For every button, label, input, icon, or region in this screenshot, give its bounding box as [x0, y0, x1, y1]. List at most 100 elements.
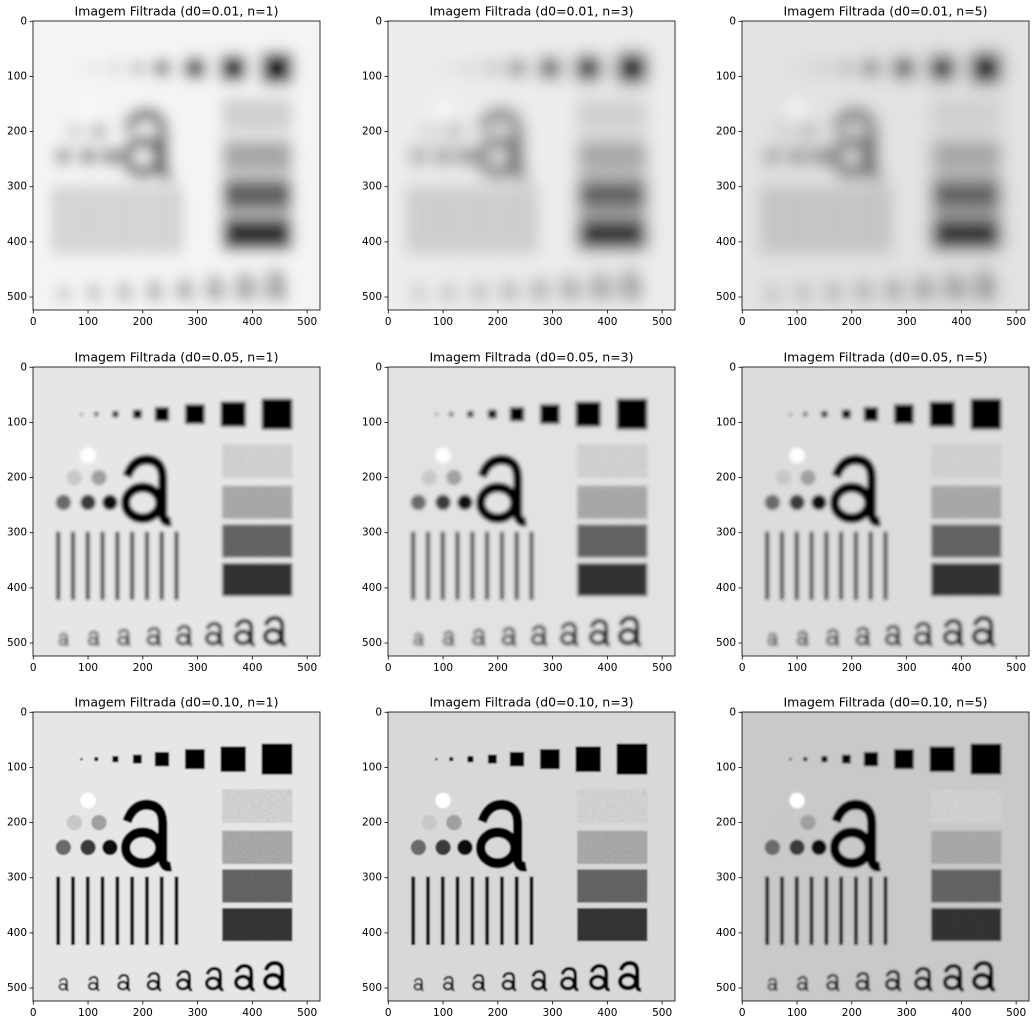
x-tick-label: 300: [543, 662, 563, 674]
chart-title: Imagem Filtrada (d0=0.10, n=3): [429, 695, 633, 710]
y-tick-label: 100: [7, 761, 27, 773]
axes-frame: [741, 711, 1030, 1002]
image: [388, 21, 675, 310]
x-tick-label: 200: [842, 316, 862, 328]
chart-title: Imagem Filtrada (d0=0.05, n=1): [74, 350, 278, 365]
axes-frame: [387, 20, 676, 311]
y-tick-label: 0: [20, 15, 27, 27]
y-tick-label: 100: [716, 70, 736, 82]
x-tick-label: 400: [242, 662, 262, 674]
x-tick-label: 400: [597, 1007, 617, 1019]
y-tick-label: 500: [716, 637, 736, 649]
y-tick-label: 400: [362, 236, 382, 248]
subplot: Imagem Filtrada (d0=0.01, n=1) 0 100 200 300…: [7, 4, 321, 328]
image: [33, 21, 320, 310]
y-tick-label: 100: [362, 416, 382, 428]
chart-title: Imagem Filtrada (d0=0.05, n=5): [783, 350, 987, 365]
subplot: Imagem Filtrada (d0=0.10, n=1) 0 100 200 300…: [7, 695, 321, 1019]
subplot: Imagem Filtrada (d0=0.10, n=5) 0 100 200 300…: [716, 695, 1030, 1019]
image: [742, 367, 1029, 656]
y-tick-label: 100: [362, 761, 382, 773]
axes-frame: [387, 711, 676, 1002]
image: [742, 21, 1029, 310]
x-tick-label: 0: [30, 316, 37, 328]
chart-title: Imagem Filtrada (d0=0.01, n=1): [74, 4, 278, 19]
y-tick-label: 300: [7, 872, 27, 884]
y-tick-label: 500: [362, 637, 382, 649]
y-tick-label: 400: [716, 927, 736, 939]
y-tick-label: 300: [7, 527, 27, 539]
axes-frame: [741, 366, 1030, 657]
y-tick-label: 100: [7, 70, 27, 82]
x-tick-label: 0: [385, 662, 392, 674]
chart-title: Imagem Filtrada (d0=0.10, n=5): [783, 695, 987, 710]
y-tick-label: 200: [716, 472, 736, 484]
subplot: Imagem Filtrada (d0=0.05, n=3) 0 100 200 300…: [362, 350, 676, 674]
y-tick-label: 500: [7, 982, 27, 994]
y-tick-label: 300: [362, 181, 382, 193]
x-tick-label: 200: [133, 662, 153, 674]
y-tick-label: 100: [716, 761, 736, 773]
subplot: Imagem Filtrada (d0=0.01, n=3) 0 100 200 300…: [362, 4, 676, 328]
y-tick-label: 200: [7, 817, 27, 829]
x-tick-label: 400: [951, 1007, 971, 1019]
x-tick-label: 100: [433, 1007, 453, 1019]
x-tick-label: 0: [385, 316, 392, 328]
y-tick-label: 400: [7, 927, 27, 939]
y-tick-label: 0: [20, 361, 27, 373]
x-tick-label: 500: [1006, 316, 1026, 328]
y-tick-label: 100: [7, 416, 27, 428]
x-tick-label: 300: [188, 1007, 208, 1019]
x-tick-label: 300: [543, 1007, 563, 1019]
axes-frame: [32, 20, 321, 311]
axes-frame: [32, 711, 321, 1002]
x-tick-label: 0: [385, 1007, 392, 1019]
chart-title: Imagem Filtrada (d0=0.01, n=3): [429, 4, 633, 19]
axes-frame: [741, 20, 1030, 311]
subplot: Imagem Filtrada (d0=0.05, n=1) 0 100 200 300…: [7, 350, 321, 674]
subplot: Imagem Filtrada (d0=0.01, n=5) 0 100 200 300…: [716, 4, 1030, 328]
x-tick-label: 200: [488, 662, 508, 674]
x-tick-label: 300: [188, 662, 208, 674]
axes-frame: [387, 366, 676, 657]
x-tick-label: 100: [433, 662, 453, 674]
x-tick-label: 300: [543, 316, 563, 328]
y-tick-label: 0: [729, 706, 736, 718]
y-tick-label: 500: [716, 982, 736, 994]
x-tick-label: 500: [652, 316, 672, 328]
x-tick-label: 0: [30, 1007, 37, 1019]
y-tick-label: 300: [362, 527, 382, 539]
x-tick-label: 0: [739, 662, 746, 674]
y-tick-label: 200: [362, 472, 382, 484]
y-tick-label: 400: [716, 236, 736, 248]
y-tick-label: 300: [362, 872, 382, 884]
image: [33, 712, 320, 1001]
x-tick-label: 500: [1006, 1007, 1026, 1019]
x-tick-label: 400: [597, 662, 617, 674]
image: [742, 712, 1029, 1001]
x-tick-label: 400: [597, 316, 617, 328]
y-tick-label: 0: [375, 706, 382, 718]
subplot: Imagem Filtrada (d0=0.05, n=5) 0 100 200 300…: [716, 350, 1030, 674]
y-tick-label: 400: [7, 236, 27, 248]
x-tick-label: 300: [897, 316, 917, 328]
x-tick-label: 500: [297, 662, 317, 674]
x-tick-label: 500: [297, 316, 317, 328]
image: [388, 367, 675, 656]
x-tick-label: 500: [297, 1007, 317, 1019]
y-tick-label: 200: [716, 817, 736, 829]
y-tick-label: 0: [20, 706, 27, 718]
y-tick-label: 400: [362, 582, 382, 594]
chart-title: Imagem Filtrada (d0=0.10, n=1): [74, 695, 278, 710]
subplot: Imagem Filtrada (d0=0.10, n=3) 0 100 200 300…: [362, 695, 676, 1019]
axes-frame: [32, 366, 321, 657]
y-tick-label: 300: [7, 181, 27, 193]
y-tick-label: 400: [7, 582, 27, 594]
y-tick-label: 200: [362, 817, 382, 829]
x-tick-label: 200: [842, 662, 862, 674]
x-tick-label: 100: [78, 662, 98, 674]
y-tick-label: 500: [362, 982, 382, 994]
y-tick-label: 0: [375, 361, 382, 373]
x-tick-label: 400: [242, 316, 262, 328]
